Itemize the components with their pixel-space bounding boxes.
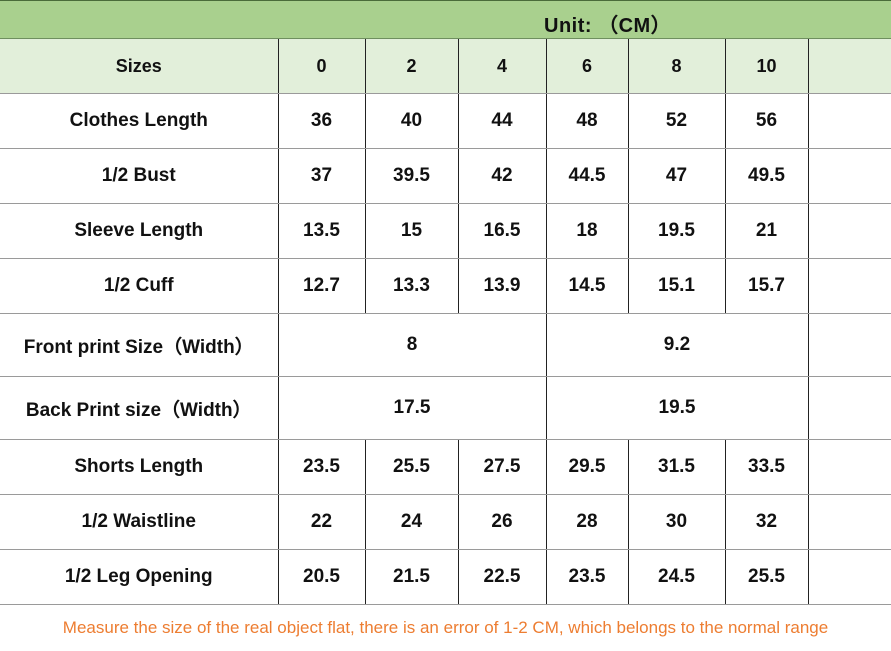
measurement-note: Measure the size of the real object flat…	[62, 618, 829, 637]
value-cell: 28	[546, 494, 629, 550]
size-header: 0	[278, 39, 366, 94]
table-row: Front print Size（Width） 8 9.2	[0, 313, 891, 377]
value-cell: 13.5	[278, 203, 366, 259]
value-cell: 56	[725, 93, 809, 149]
value-cell: 44	[458, 93, 547, 149]
value-cell: 22	[278, 494, 366, 550]
value-cell: 37	[278, 148, 366, 204]
row-label: 1/2 Waistline	[0, 494, 279, 550]
empty-cell	[808, 439, 891, 495]
size-header: 10	[725, 39, 809, 94]
value-cell: 25.5	[365, 439, 459, 495]
row-label: 1/2 Leg Opening	[0, 549, 279, 605]
unit-label: Unit: （CM）	[544, 15, 672, 37]
value-cell: 16.5	[458, 203, 547, 259]
table-row: Clothes Length 36 40 44 48 52 56	[0, 93, 891, 149]
size-chart-table: Sizes 0 2 4 6 8 10 Clothes Length 36 40 44 48 52 56 1/…	[0, 39, 891, 605]
empty-cell	[808, 549, 891, 605]
table-row: Shorts Length 23.5 25.5 27.5 29.5 31.5 33.5	[0, 439, 891, 495]
value-cell: 47	[628, 148, 726, 204]
value-cell: 30	[628, 494, 726, 550]
value-cell: 13.9	[458, 258, 547, 314]
value-cell: 12.7	[278, 258, 366, 314]
merged-value: 8	[278, 313, 547, 377]
empty-cell	[808, 93, 891, 149]
value-cell: 15.7	[725, 258, 809, 314]
row-label: Shorts Length	[0, 439, 279, 495]
value-cell: 22.5	[458, 549, 547, 605]
value-cell: 40	[365, 93, 459, 149]
row-label: 1/2 Cuff	[0, 258, 279, 314]
empty-cell	[808, 148, 891, 204]
value-cell: 48	[546, 93, 629, 149]
value-cell: 15.1	[628, 258, 726, 314]
size-header: 8	[628, 39, 726, 94]
value-cell: 27.5	[458, 439, 547, 495]
table-row: 1/2 Leg Opening 20.5 21.5 22.5 23.5 24.5 25.5	[0, 549, 891, 605]
row-label: Clothes Length	[0, 93, 279, 149]
value-cell: 32	[725, 494, 809, 550]
row-label: Sleeve Length	[0, 203, 279, 259]
value-cell: 33.5	[725, 439, 809, 495]
unit-bar: Unit: （CM）	[0, 0, 891, 39]
value-cell: 44.5	[546, 148, 629, 204]
value-cell: 36	[278, 93, 366, 149]
header-row: Sizes 0 2 4 6 8 10	[0, 39, 891, 94]
table-row: Sleeve Length 13.5 15 16.5 18 19.5 21	[0, 203, 891, 259]
value-cell: 23.5	[546, 549, 629, 605]
table-row: 1/2 Waistline 22 24 26 28 30 32	[0, 494, 891, 550]
row-label: Back Print size（Width）	[0, 376, 279, 440]
size-header: 4	[458, 39, 547, 94]
value-cell: 19.5	[628, 203, 726, 259]
value-cell: 29.5	[546, 439, 629, 495]
value-cell: 52	[628, 93, 726, 149]
empty-cell	[808, 376, 891, 440]
value-cell: 39.5	[365, 148, 459, 204]
empty-cell	[808, 258, 891, 314]
table-row: 1/2 Bust 37 39.5 42 44.5 47 49.5	[0, 148, 891, 204]
empty-cell	[808, 39, 891, 94]
value-cell: 24	[365, 494, 459, 550]
table-row: 1/2 Cuff 12.7 13.3 13.9 14.5 15.1 15.7	[0, 258, 891, 314]
value-cell: 31.5	[628, 439, 726, 495]
value-cell: 26	[458, 494, 547, 550]
merged-value: 17.5	[278, 376, 547, 440]
value-cell: 23.5	[278, 439, 366, 495]
value-cell: 18	[546, 203, 629, 259]
value-cell: 21.5	[365, 549, 459, 605]
value-cell: 14.5	[546, 258, 629, 314]
empty-cell	[808, 203, 891, 259]
header-label: Sizes	[0, 39, 279, 94]
value-cell: 20.5	[278, 549, 366, 605]
table-row: Back Print size（Width） 17.5 19.5	[0, 376, 891, 440]
empty-cell	[808, 494, 891, 550]
value-cell: 13.3	[365, 258, 459, 314]
merged-value: 9.2	[546, 313, 809, 377]
value-cell: 24.5	[628, 549, 726, 605]
value-cell: 25.5	[725, 549, 809, 605]
empty-cell	[808, 313, 891, 377]
merged-value: 19.5	[546, 376, 809, 440]
value-cell: 21	[725, 203, 809, 259]
row-label: 1/2 Bust	[0, 148, 279, 204]
size-header: 2	[365, 39, 459, 94]
value-cell: 15	[365, 203, 459, 259]
value-cell: 42	[458, 148, 547, 204]
value-cell: 49.5	[725, 148, 809, 204]
size-header: 6	[546, 39, 629, 94]
row-label: Front print Size（Width）	[0, 313, 279, 377]
